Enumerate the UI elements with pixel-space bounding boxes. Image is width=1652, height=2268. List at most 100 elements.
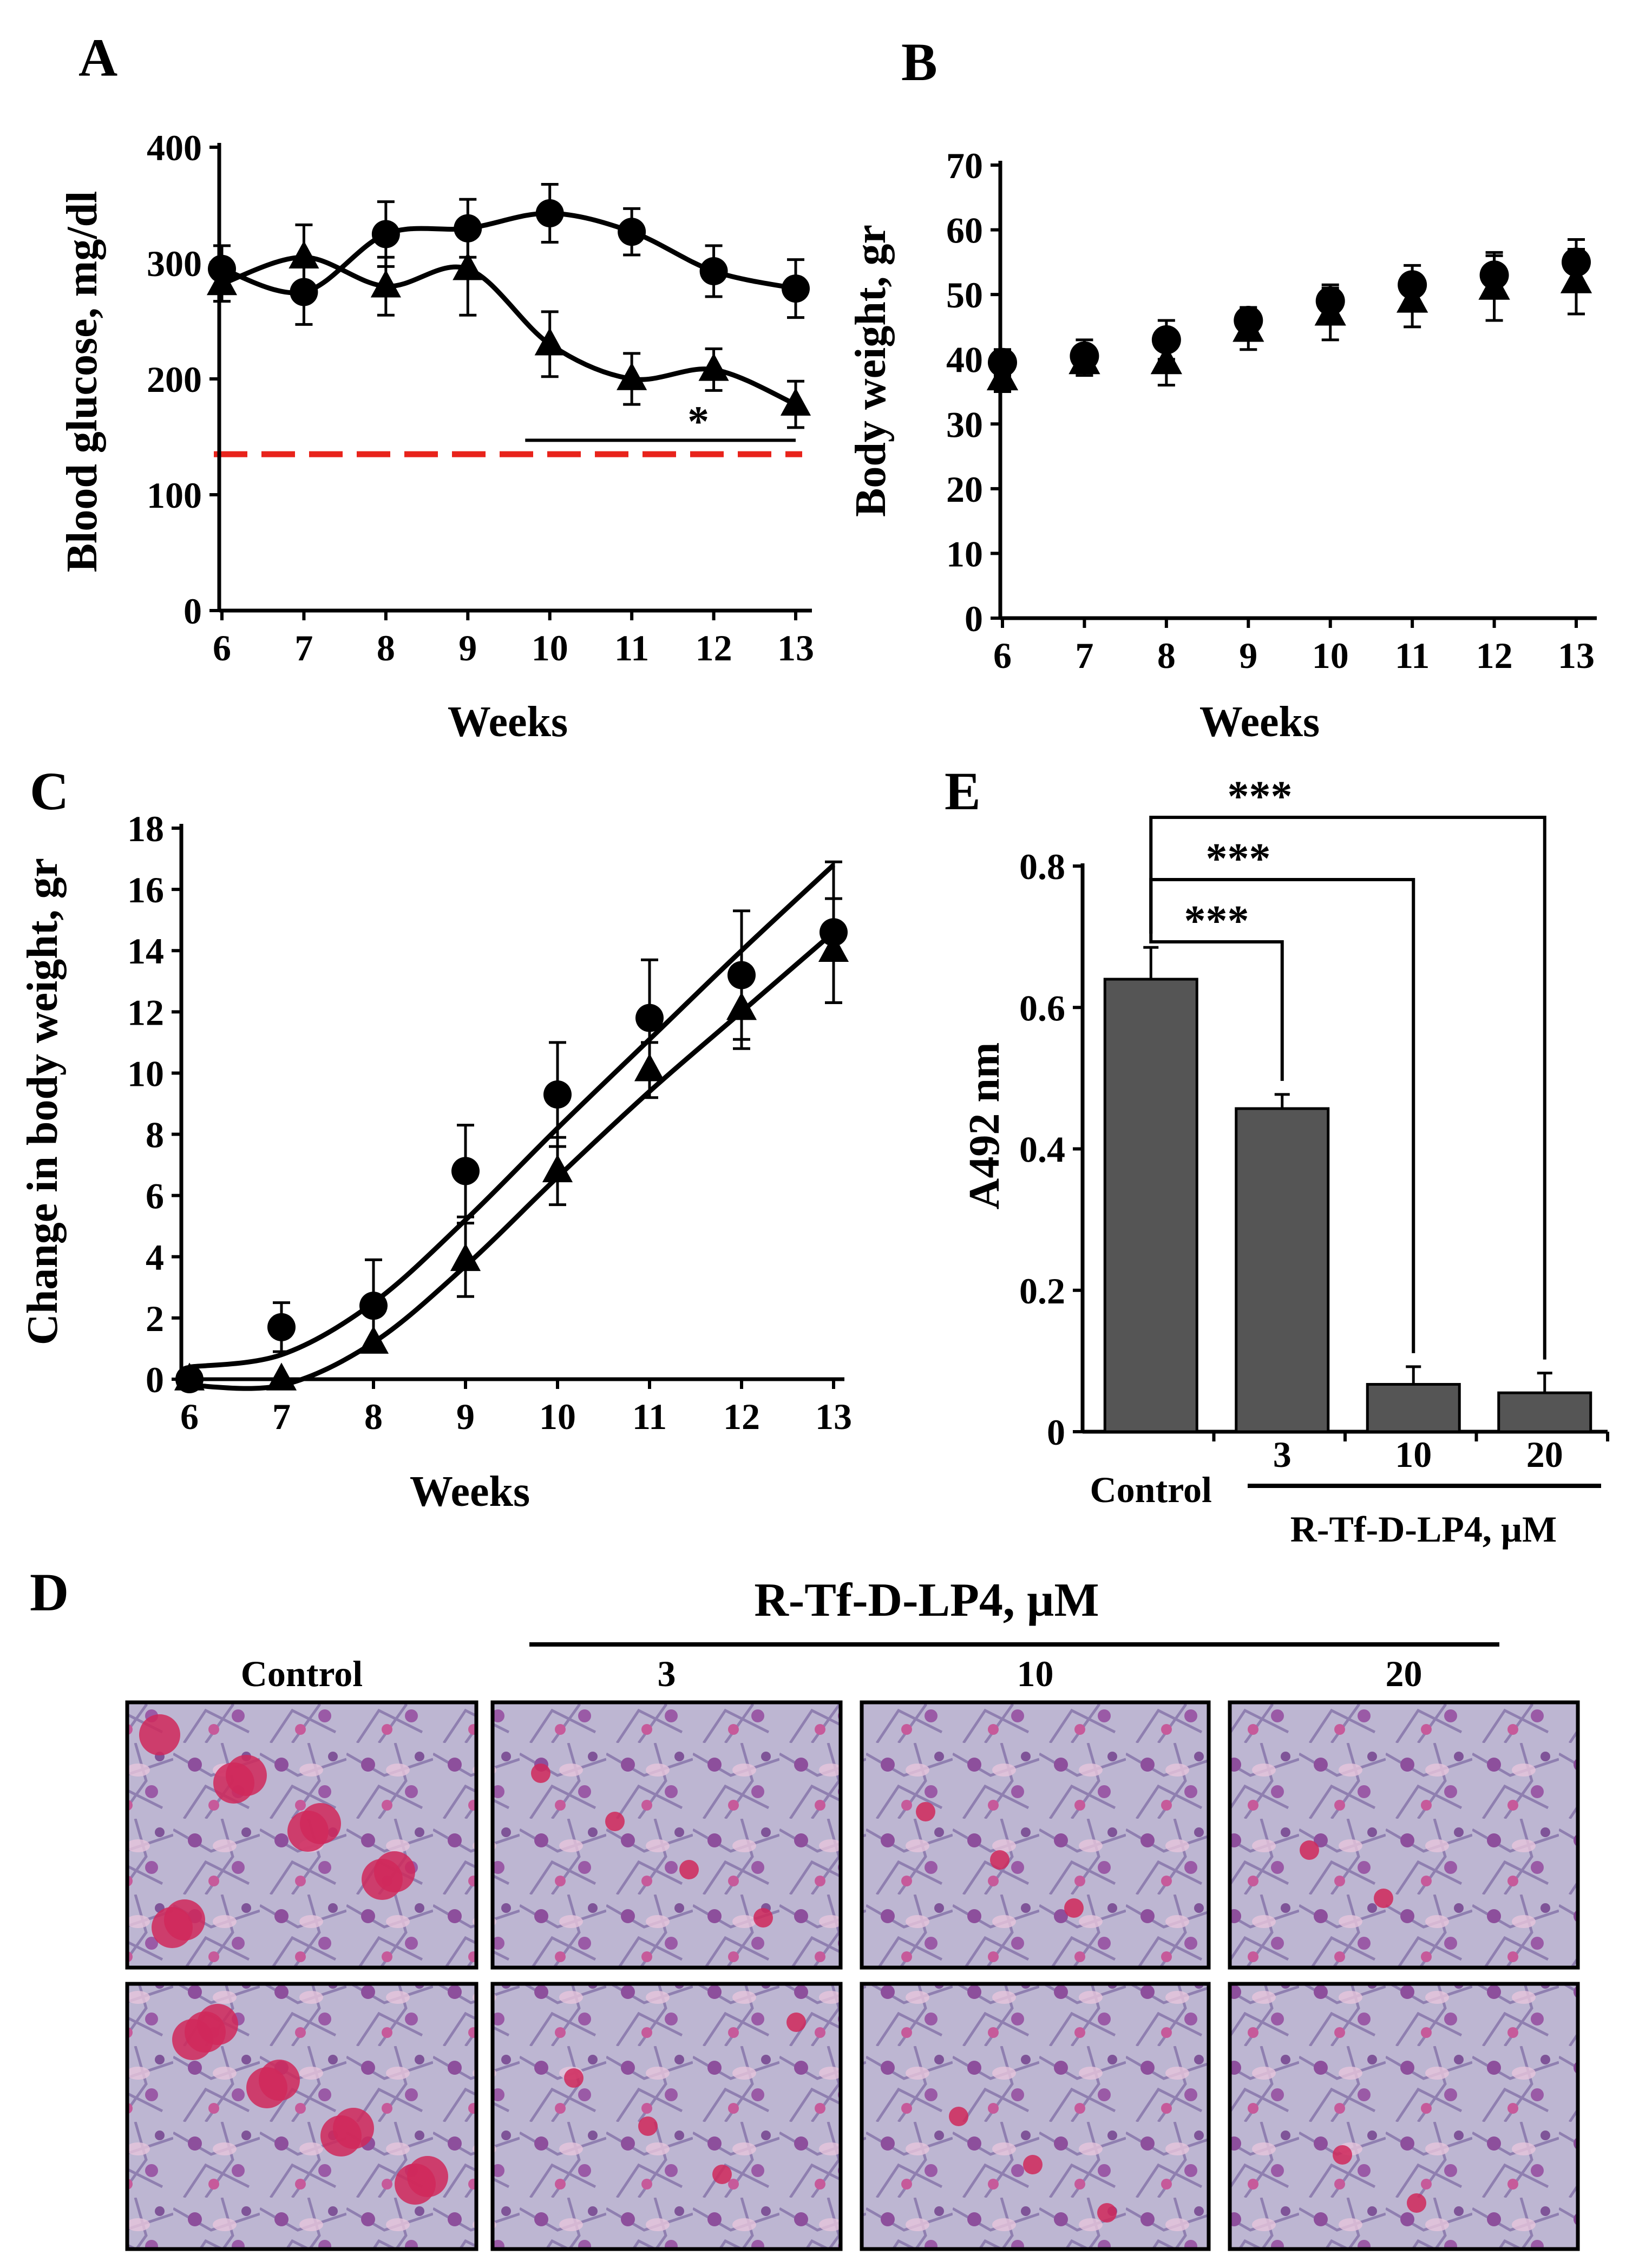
stained-cell — [1097, 2203, 1117, 2223]
y-tick-label: 60 — [946, 210, 983, 251]
panel-c-change-in-body-weight-chart: Change in body weight, gr Weeks 0 2 4 6 8 10 1… — [19, 808, 852, 1516]
micrograph-2-2 — [490, 1982, 843, 2251]
micrograph-1-3 — [860, 1700, 1211, 1970]
panel-b-x-axis-label: Weeks — [1199, 698, 1320, 746]
bar-control — [1103, 978, 1198, 1433]
x-category-label: 20 — [1526, 1434, 1563, 1475]
x-tick-label: 6 — [180, 1396, 199, 1437]
micrograph-image — [493, 1984, 841, 2249]
data-point-circle — [359, 1292, 388, 1320]
data-point-triangle — [698, 353, 729, 381]
micrograph-column-label: 3 — [658, 1653, 676, 1694]
y-tick-label: 14 — [127, 930, 164, 972]
micrograph-image — [493, 1702, 841, 1968]
y-tick-label: 18 — [127, 808, 164, 849]
data-point-triangle — [1150, 345, 1183, 375]
panel-d-title: R-Tf-D-LP4, µM — [754, 1574, 1099, 1627]
y-tick-label: 0 — [183, 591, 202, 632]
micrograph-image — [862, 1984, 1209, 2249]
data-point-circle — [699, 257, 728, 285]
significance-stars: *** — [1228, 773, 1293, 821]
data-point-triangle — [1068, 345, 1100, 375]
stained-cell — [605, 1812, 625, 1831]
data-point-circle — [618, 218, 646, 246]
y-tick-label: 6 — [146, 1176, 164, 1217]
x-tick-label: 7 — [272, 1396, 291, 1437]
x-tick-label: 6 — [993, 635, 1012, 676]
stained-cell — [1023, 2155, 1043, 2174]
micrograph-1-4 — [1228, 1700, 1580, 1970]
micrograph-frame — [125, 1700, 478, 1970]
micrograph-2-3 — [860, 1982, 1211, 2251]
y-tick-label: 8 — [146, 1115, 164, 1156]
stained-cell — [638, 2116, 658, 2136]
fit-curve-circle — [189, 863, 836, 1369]
x-tick-label: 9 — [458, 627, 477, 668]
y-tick-label: 30 — [946, 404, 983, 445]
stained-cell — [374, 1851, 415, 1892]
bar-3 — [1235, 1107, 1330, 1433]
panel-e-group-label: R-Tf-D-LP4, µM — [1290, 1509, 1557, 1550]
x-category-label: Control — [1090, 1469, 1212, 1510]
stained-cell — [786, 2013, 806, 2032]
panel-e-absorbance-bar-chart: A492 nm R-Tf-D-LP4, µM 0 0.2 0.4 0.6 0.8 Cont… — [961, 773, 1609, 1550]
micrograph-1-2 — [490, 1700, 843, 1970]
data-point-triangle — [266, 1362, 297, 1391]
stained-cell — [1333, 2145, 1352, 2165]
panel-d-micrographs: R-Tf-D-LP4, µM Control 3 10 20 — [125, 1574, 1580, 2251]
y-tick-label: 0 — [146, 1359, 164, 1400]
y-tick-label: 0.4 — [1019, 1129, 1065, 1170]
x-tick-label: 12 — [696, 627, 732, 668]
data-point-triangle — [818, 934, 849, 962]
y-tick-label: 50 — [946, 274, 983, 316]
y-tick-label: 300 — [147, 243, 202, 284]
stained-cell — [712, 2165, 732, 2184]
data-point-triangle — [1396, 284, 1428, 313]
micrograph-frame — [490, 1982, 843, 2251]
x-tick-label: 12 — [1476, 635, 1513, 676]
data-point-triangle — [370, 270, 401, 298]
stained-cell — [1374, 1889, 1393, 1908]
micrograph-image — [127, 1984, 476, 2249]
micrograph-column-label: 20 — [1386, 1653, 1422, 1694]
micrograph-frame — [490, 1700, 843, 1970]
micrograph-frame — [1228, 1982, 1580, 2251]
data-point-triangle — [289, 240, 319, 269]
stained-cell — [259, 2060, 300, 2101]
data-point-triangle — [453, 252, 483, 280]
micrograph-image — [1230, 1702, 1578, 1968]
panel-a-x-axis-label: Weeks — [448, 698, 568, 746]
data-point-triangle — [450, 1243, 481, 1271]
x-tick-label: 13 — [1558, 635, 1595, 676]
micrograph-frame — [860, 1700, 1211, 1970]
y-tick-label: 40 — [946, 339, 983, 381]
data-point-triangle — [1478, 271, 1510, 300]
data-point-circle — [782, 274, 810, 303]
data-point-triangle — [780, 388, 811, 416]
micrograph-2-4 — [1228, 1982, 1580, 2251]
panel-a-significance-text: * — [687, 398, 709, 445]
y-tick-label: 0.8 — [1019, 846, 1065, 887]
data-point-triangle — [1233, 313, 1264, 342]
data-point-triangle — [986, 361, 1019, 391]
x-tick-label: 10 — [1312, 635, 1349, 676]
significance-stars: *** — [1184, 897, 1249, 945]
fit-curve-triangle — [221, 254, 797, 407]
micrograph-image — [862, 1702, 1209, 1968]
x-tick-label: 8 — [1157, 635, 1176, 676]
panel-label-c: C — [30, 761, 69, 821]
bar-10 — [1366, 1382, 1461, 1433]
y-tick-label: 4 — [146, 1237, 164, 1278]
x-tick-label: 9 — [1239, 635, 1257, 676]
stained-cell — [197, 2004, 238, 2045]
stained-cell — [333, 2108, 374, 2149]
data-point-triangle — [534, 327, 565, 356]
x-tick-label: 7 — [294, 627, 313, 668]
y-tick-label: 20 — [946, 469, 983, 510]
panel-label-e: E — [945, 761, 981, 821]
micrograph-frame — [1228, 1700, 1580, 1970]
stained-cell — [679, 1860, 699, 1879]
panel-b-body-weight-chart: Body weight, gr Weeks 0 10 20 30 40 50 60 70 6 7 8… — [847, 145, 1597, 746]
stained-cell — [1300, 1840, 1319, 1860]
